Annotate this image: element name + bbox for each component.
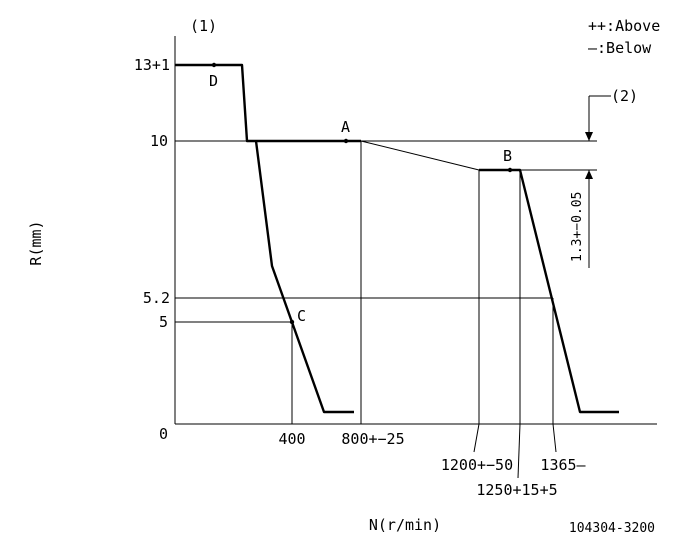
- legend-below: —:Below: [588, 39, 652, 57]
- x-tick-1365: 1365—: [540, 456, 586, 474]
- curve-droop: [360, 140, 480, 171]
- point-c-label: C: [297, 307, 306, 325]
- x-tick-800: 800+−25: [341, 430, 404, 448]
- dimension-arrow-down: [585, 132, 593, 141]
- point-b-label: B: [503, 147, 512, 165]
- reference-number: 104304-3200: [569, 521, 655, 536]
- x-tick-1250: 1250+15+5: [476, 481, 557, 499]
- y-tick-13: 13+1: [134, 56, 170, 74]
- tick-leader-1365: [552, 423, 557, 453]
- marker-label-1: (1): [190, 17, 217, 35]
- y-tick-5: 5: [159, 313, 168, 331]
- tick-leader-1200: [473, 423, 480, 453]
- point-d-label: D: [209, 72, 218, 90]
- point-c-dot: [289, 319, 295, 325]
- y-tick-5-2: 5.2: [143, 289, 170, 307]
- curve-idle: [254, 140, 354, 414]
- y-tick-0: 0: [159, 425, 168, 443]
- dimension-1-3-label: 1.3+−0.05: [570, 192, 585, 262]
- y-axis-label: R(mm): [27, 220, 45, 265]
- point-b-dot: [507, 167, 513, 173]
- curve-high-speed: [479, 168, 619, 414]
- marker-label-2: (2): [611, 87, 638, 105]
- y-tick-10: 10: [150, 132, 168, 150]
- point-d-dot: [211, 62, 217, 68]
- tick-leader-1250: [517, 423, 521, 479]
- x-tick-400: 400: [278, 430, 305, 448]
- curve-full-load: [175, 63, 361, 143]
- legend-above: ++:Above: [588, 17, 660, 35]
- point-a-dot: [343, 138, 349, 144]
- point-a-label: A: [341, 118, 350, 136]
- x-axis-label: N(r/min): [369, 516, 441, 534]
- x-tick-1200: 1200+−50: [441, 456, 513, 474]
